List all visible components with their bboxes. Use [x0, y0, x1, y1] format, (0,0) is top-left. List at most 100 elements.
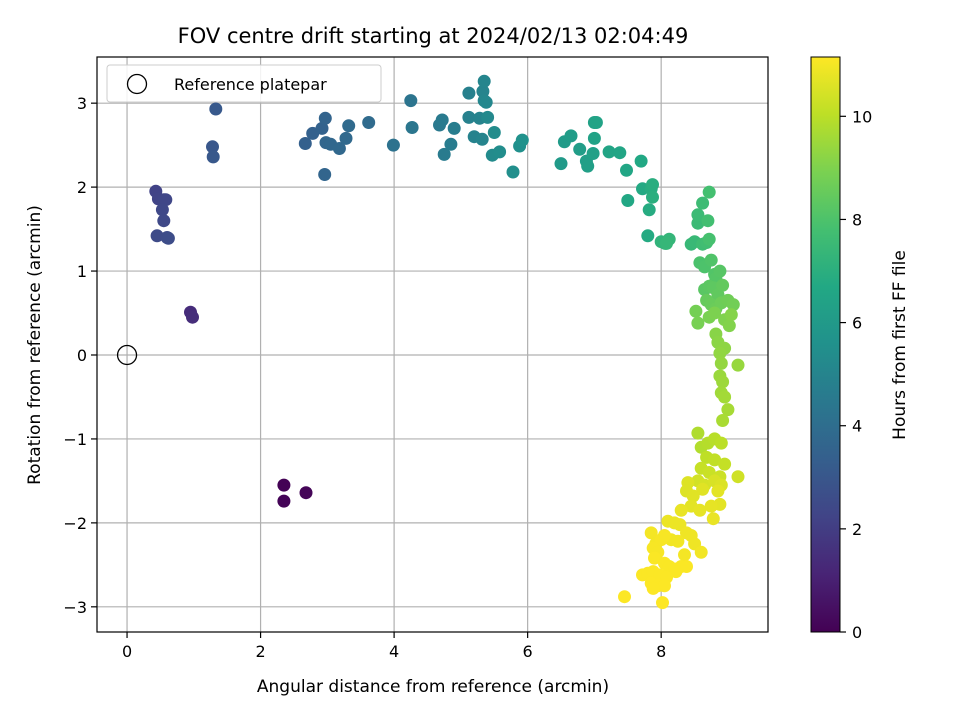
data-point: [206, 150, 220, 164]
data-point: [680, 560, 693, 573]
colorbar: [810, 56, 841, 633]
data-point: [724, 308, 738, 322]
data-point: [634, 154, 648, 168]
data-point: [713, 346, 727, 360]
data-point: [658, 579, 671, 593]
data-point: [186, 310, 199, 324]
data-point: [613, 146, 627, 160]
data-point: [718, 457, 732, 471]
x-axis-label: Angular distance from reference (arcmin): [257, 677, 609, 697]
data-point: [691, 316, 705, 330]
colorbar-ticks: 0 2 4 6 8 10: [840, 107, 872, 642]
data-point: [658, 529, 671, 542]
colorbar-tick-label: 0: [852, 623, 862, 642]
data-point: [641, 229, 655, 243]
data-point: [386, 138, 400, 152]
y-tick-label: −2: [63, 514, 87, 533]
data-point: [487, 126, 501, 139]
data-point: [342, 119, 356, 133]
data-point: [648, 551, 661, 565]
data-point: [708, 453, 722, 467]
data-point: [602, 145, 616, 159]
data-point: [620, 163, 633, 177]
x-tick-label: 8: [656, 642, 666, 661]
data-point: [694, 545, 708, 559]
data-point: [702, 232, 716, 246]
data-point: [644, 526, 658, 540]
data-point: [693, 503, 707, 517]
data-point: [674, 503, 688, 517]
data-point: [722, 319, 736, 333]
data-point: [462, 86, 476, 100]
x-tick-label: 0: [122, 642, 132, 661]
data-point: [702, 185, 716, 199]
data-point: [678, 548, 691, 562]
y-tick-label: 1: [77, 262, 87, 281]
data-point: [716, 414, 730, 427]
data-point: [713, 264, 727, 278]
data-point: [706, 512, 720, 526]
data-point: [618, 590, 631, 604]
data-point: [332, 142, 346, 155]
data-point: [716, 375, 730, 389]
data-point: [435, 113, 449, 127]
data-point: [586, 147, 600, 160]
data-point: [206, 140, 219, 154]
data-point: [731, 470, 745, 484]
data-point: [515, 133, 529, 147]
data-point: [646, 581, 660, 595]
data-point: [479, 95, 493, 109]
data-point: [209, 102, 223, 116]
data-point: [506, 165, 520, 179]
data-point: [447, 121, 461, 135]
data-point: [554, 157, 568, 171]
data-point: [573, 142, 587, 156]
data-point: [339, 131, 353, 145]
data-point: [298, 137, 312, 150]
x-axis-ticks: 0 2 4 6 8: [122, 632, 666, 661]
data-point: [159, 193, 173, 207]
legend-entry-reference: Reference platepar: [174, 75, 327, 94]
data-point: [444, 137, 458, 151]
y-tick-label: −1: [63, 430, 87, 449]
x-tick-label: 6: [523, 642, 533, 661]
data-point: [404, 94, 418, 108]
data-point: [564, 129, 578, 143]
x-tick-label: 4: [389, 642, 399, 661]
legend-marker-reference: [126, 73, 148, 95]
legend-box: [106, 64, 382, 103]
y-tick-label: 3: [77, 94, 87, 113]
data-point: [701, 214, 715, 228]
data-point: [362, 116, 376, 129]
data-point: [481, 110, 495, 124]
data-point: [621, 194, 635, 207]
y-tick-label: 0: [77, 346, 87, 365]
grid-lines: [97, 57, 768, 632]
data-point: [318, 168, 332, 181]
data-point: [660, 236, 673, 250]
data-point: [405, 121, 419, 134]
data-point: [704, 253, 718, 267]
data-point: [581, 159, 595, 173]
data-point: [299, 486, 313, 500]
data-point: [726, 298, 740, 312]
data-point: [721, 403, 735, 417]
data-point: [718, 390, 732, 404]
colorbar-tick-label: 2: [852, 520, 862, 539]
data-point: [686, 489, 700, 503]
data-point: [656, 596, 669, 610]
plot-frame: [96, 56, 769, 633]
data-point: [475, 132, 489, 146]
data-point: [277, 478, 291, 492]
data-point: [161, 231, 175, 245]
data-point: [277, 494, 291, 508]
data-point: [646, 178, 659, 192]
data-point: [642, 203, 656, 217]
data-point: [318, 111, 332, 125]
chart-title: FOV centre drift starting at 2024/02/13 …: [178, 24, 689, 48]
colorbar-tick-label: 6: [852, 314, 862, 333]
data-point: [714, 436, 728, 450]
data-point: [691, 426, 705, 440]
data-points: [116, 74, 745, 610]
